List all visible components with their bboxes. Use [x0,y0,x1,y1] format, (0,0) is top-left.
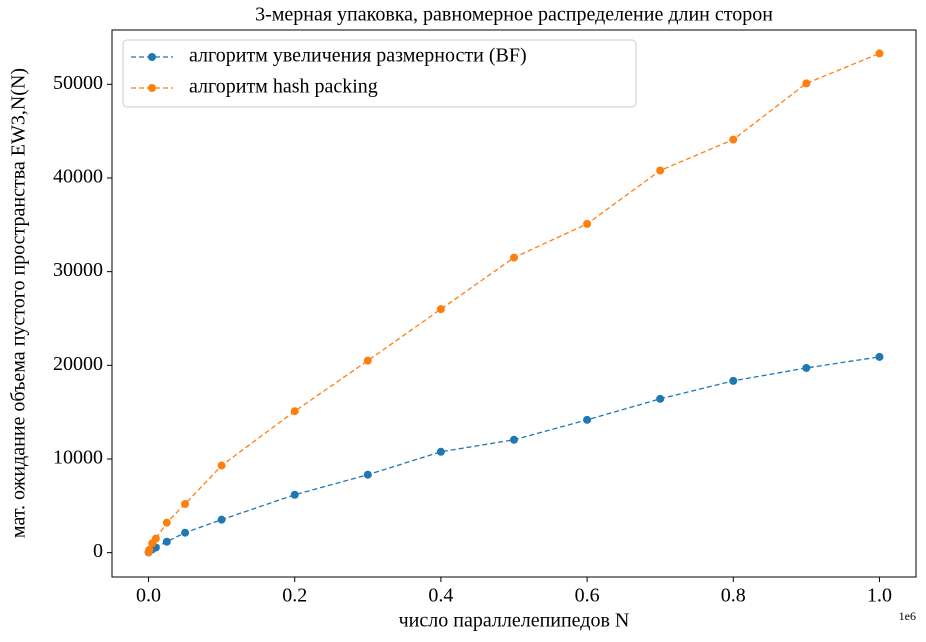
data-point [729,135,738,144]
legend-label: алгоритм hash packing [189,76,378,98]
data-point [151,534,160,543]
y-tick-label: 50000 [53,72,103,94]
data-point [181,499,190,508]
data-point [162,518,171,527]
data-point [290,490,299,499]
y-axis-label: мат. ожидание объема пустого пространств… [8,68,30,538]
data-point [510,253,518,262]
chart-title: 3-мерная упаковка, равномерное распредел… [255,4,773,26]
x-tick-label: 0.6 [575,585,600,607]
data-point [217,515,226,524]
data-point [875,49,884,58]
data-point [217,461,226,470]
legend-box [122,39,637,108]
data-point [583,219,592,228]
x-tick-label: 1.0 [867,585,892,607]
plot-frame [111,29,917,578]
x-tick-label: 0.2 [282,585,307,607]
data-point [436,447,445,456]
legend-marker [148,84,156,92]
y-tick-label: 20000 [53,353,103,375]
data-point [656,394,665,403]
y-tick-label: 10000 [53,447,103,469]
data-point [436,305,445,314]
y-tick-label: 40000 [53,166,103,188]
legend-marker [148,53,156,61]
data-point [875,352,884,361]
x-tick-label: 0.4 [428,585,453,607]
data-point [802,79,811,88]
data-point [363,470,372,479]
data-point [510,435,518,444]
data-point [729,376,738,385]
y-tick-label: 0 [93,540,103,562]
legend-label: алгоритм увеличения размерности (BF) [189,45,527,67]
data-point [290,407,299,416]
data-point [802,363,811,372]
data-point [145,545,154,554]
series-line [148,356,880,553]
x-tick-label: 0.0 [136,585,161,607]
data-point [162,537,171,546]
x-offset-label: 1e6 [899,609,916,623]
data-point [656,166,665,175]
data-point [583,415,592,424]
y-tick-label: 30000 [53,259,103,281]
x-tick-label: 0.8 [721,585,746,607]
x-axis-label: число параллелепипедов N [399,610,630,632]
data-point [363,356,372,365]
data-point [181,528,190,537]
series-line [147,52,880,553]
